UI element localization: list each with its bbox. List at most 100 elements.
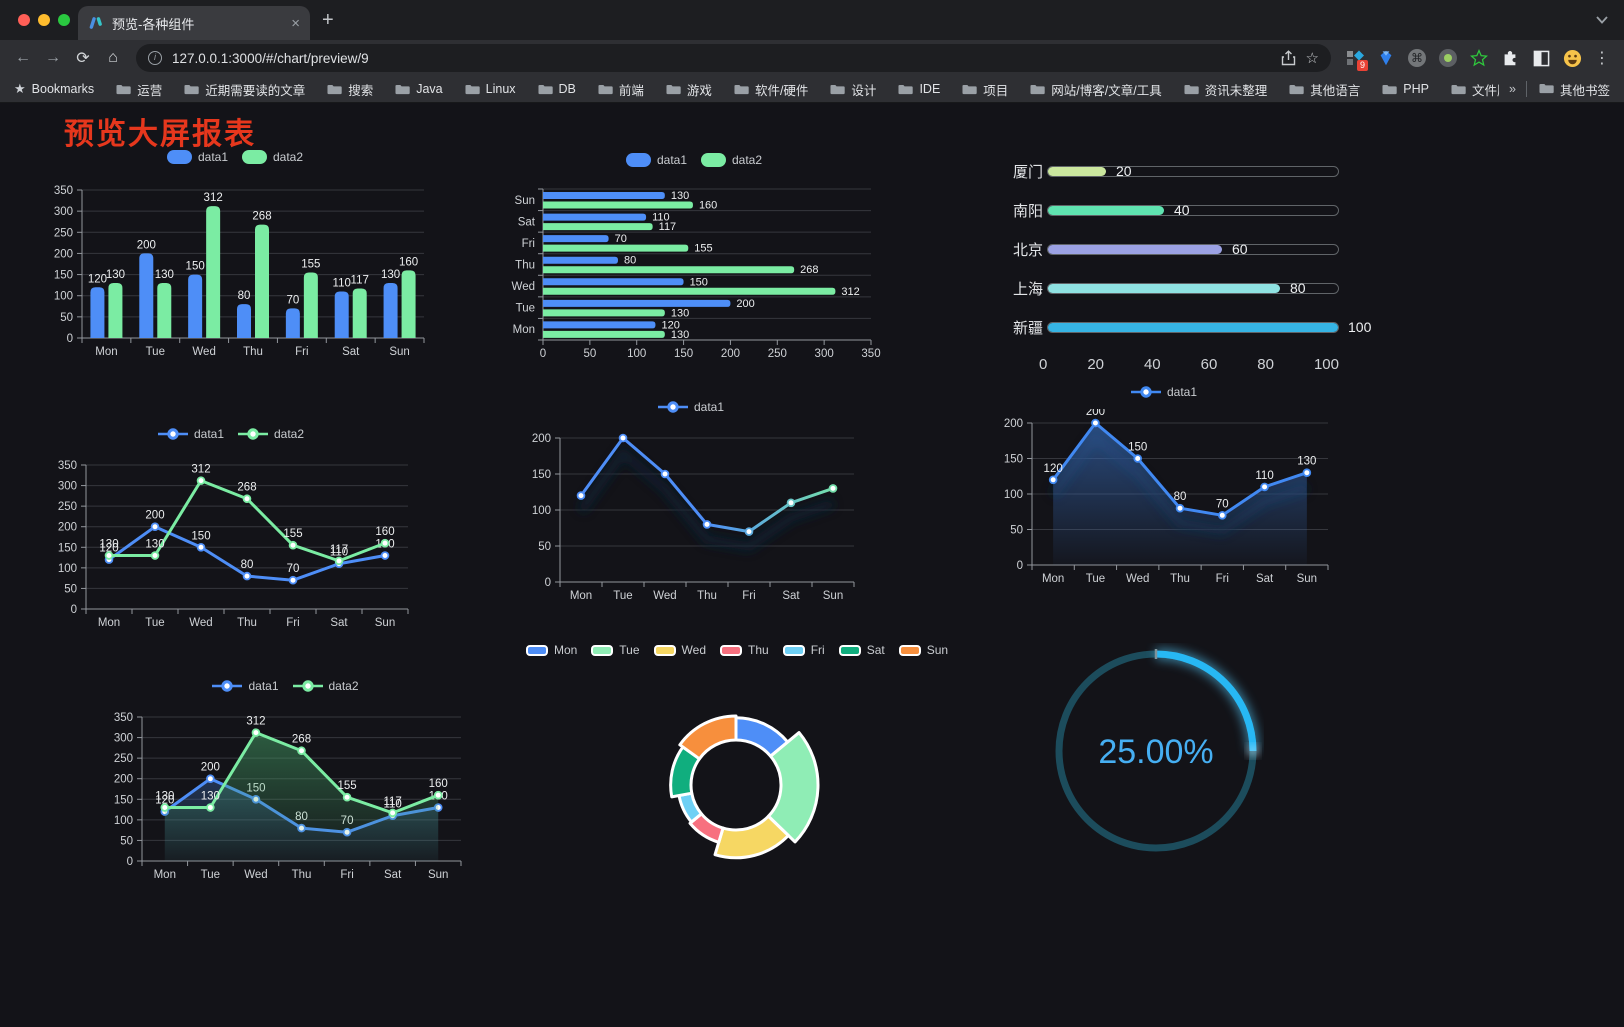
bookmark-folder[interactable]: 其他语言 <box>1289 80 1360 99</box>
bookmark-folder[interactable]: 设计 <box>830 80 876 99</box>
bookmark-folder[interactable]: Linux <box>465 82 516 96</box>
svg-text:300: 300 <box>54 206 73 218</box>
legend-item[interactable]: data1 <box>166 150 228 164</box>
svg-text:200: 200 <box>58 522 77 534</box>
svg-text:110: 110 <box>330 547 348 559</box>
svg-text:80: 80 <box>1174 491 1187 503</box>
legend-item[interactable]: data1 <box>657 400 724 414</box>
svg-text:200: 200 <box>201 762 220 774</box>
legend-item[interactable]: Wed <box>653 643 706 657</box>
bookmarks-manager[interactable]: ★ Bookmarks <box>14 81 95 96</box>
site-info-icon[interactable]: i <box>148 51 162 65</box>
svg-text:Wed: Wed <box>653 590 676 602</box>
svg-text:120: 120 <box>155 795 174 807</box>
svg-text:Mon: Mon <box>570 590 592 602</box>
bookmark-folder[interactable]: 运营 <box>116 80 162 99</box>
legend-item[interactable]: data1 <box>625 153 687 167</box>
reload-button[interactable]: ⟳ <box>76 50 90 67</box>
svg-text:Thu: Thu <box>1170 573 1190 585</box>
bookmark-folder[interactable]: PHP <box>1382 82 1429 96</box>
contrast-extension-icon[interactable] <box>1531 48 1551 68</box>
maximize-window-button[interactable] <box>58 14 70 26</box>
command-extension-icon[interactable]: ⌘ <box>1407 48 1427 68</box>
svg-text:130: 130 <box>201 791 220 803</box>
bookmark-folder[interactable]: 资讯未整理 <box>1184 80 1267 99</box>
bookmark-folder[interactable]: 游戏 <box>666 80 712 99</box>
bookmark-folder[interactable]: 网站/博客/文章/工具 <box>1030 80 1162 99</box>
forward-button[interactable]: → <box>45 49 61 66</box>
progress-row: 新疆 100 <box>1013 319 1372 337</box>
progress-row: 南阳 40 <box>1013 200 1373 220</box>
svg-text:130: 130 <box>1297 456 1316 468</box>
svg-text:Thu: Thu <box>237 617 257 629</box>
bookmarks-overflow-chevron[interactable]: » <box>1509 82 1516 96</box>
legend-item[interactable]: Sat <box>838 643 885 657</box>
bookmark-folder[interactable]: 文件服务器 <box>1451 80 1499 99</box>
svg-text:110: 110 <box>1255 470 1273 482</box>
minimize-window-button[interactable] <box>38 14 50 26</box>
address-bar[interactable]: i 127.0.0.1:3000/#/chart/preview/9 ☆ <box>136 44 1331 72</box>
legend-item[interactable]: data1 <box>212 679 279 693</box>
svg-text:Sat: Sat <box>782 590 800 602</box>
other-bookmarks-folder[interactable]: 其他书签 <box>1539 80 1610 99</box>
bookmark-folder[interactable]: 项目 <box>962 80 1008 99</box>
svg-text:70: 70 <box>287 563 300 575</box>
legend-item[interactable]: data1 <box>157 427 224 441</box>
grid-diamond-extension-icon[interactable]: 9 <box>1345 48 1368 71</box>
legend-item[interactable]: data2 <box>238 427 304 441</box>
chevron-down-icon[interactable] <box>1596 16 1608 24</box>
legend-item[interactable]: Sun <box>898 643 948 657</box>
legend-item[interactable]: Mon <box>525 643 577 657</box>
green-star-extension-icon[interactable] <box>1469 48 1489 68</box>
bookmark-star-icon[interactable]: ☆ <box>1305 50 1319 67</box>
svg-text:130: 130 <box>671 190 689 202</box>
folder-icon <box>666 84 681 95</box>
svg-text:160: 160 <box>375 526 394 538</box>
legend-item[interactable]: data2 <box>292 679 359 693</box>
legend-item[interactable]: Fri <box>782 643 825 657</box>
svg-text:200: 200 <box>1086 409 1105 418</box>
chart-legend: data1 <box>516 398 866 416</box>
browser-menu-icon[interactable]: ⋮ <box>1594 50 1610 67</box>
progress-value: 80 <box>1290 280 1306 296</box>
dot-extension-icon[interactable] <box>1438 48 1458 68</box>
puzzle-extensions-icon[interactable] <box>1500 48 1520 68</box>
gem-extension-icon[interactable] <box>1376 48 1396 68</box>
svg-text:312: 312 <box>191 464 210 476</box>
legend-item[interactable]: data1 <box>1130 385 1197 399</box>
page-content: 预览大屏报表 data1 data2 0 50 100 150 200 250 300 350 Mo… <box>0 103 1624 1027</box>
svg-text:150: 150 <box>532 469 551 481</box>
bookmark-folder[interactable]: 近期需要读的文章 <box>184 80 305 99</box>
svg-text:Sun: Sun <box>389 346 409 358</box>
svg-text:110: 110 <box>333 277 351 289</box>
tab-close-icon[interactable]: × <box>291 14 300 32</box>
close-window-button[interactable] <box>18 14 30 26</box>
bookmark-folder[interactable]: Java <box>395 82 443 96</box>
bookmark-folder[interactable]: DB <box>538 82 576 96</box>
back-button[interactable]: ← <box>15 49 31 66</box>
legend-item[interactable]: Tue <box>591 643 640 657</box>
legend-item[interactable]: Thu <box>720 643 769 657</box>
progress-track: 20 <box>1047 163 1339 179</box>
svg-text:Sat: Sat <box>1256 573 1274 585</box>
share-icon[interactable] <box>1281 50 1296 66</box>
svg-text:200: 200 <box>721 348 740 360</box>
browser-tab[interactable]: 预览-各种组件 × <box>78 6 310 40</box>
svg-text:70: 70 <box>1216 498 1229 510</box>
folder-icon <box>395 84 410 95</box>
emoji-extension-icon[interactable] <box>1562 48 1582 68</box>
svg-text:150: 150 <box>1128 442 1147 454</box>
bookmark-folder[interactable]: 软件/硬件 <box>734 80 808 99</box>
svg-text:50: 50 <box>538 541 551 553</box>
new-tab-button[interactable]: + <box>322 9 334 31</box>
bookmark-folder[interactable]: 前端 <box>598 80 644 99</box>
legend-item[interactable]: data2 <box>242 150 303 164</box>
svg-text:Wed: Wed <box>192 346 215 358</box>
legend-item[interactable]: data2 <box>701 153 762 167</box>
donut-chart-panel: Mon Tue Wed Thu Fri Sat Sun <box>525 641 948 902</box>
bookmark-folder[interactable]: 搜索 <box>327 80 373 99</box>
svg-text:Sun: Sun <box>1297 573 1317 585</box>
bookmark-folder[interactable]: IDE <box>898 82 940 96</box>
home-button[interactable]: ⌂ <box>108 49 118 66</box>
svg-text:150: 150 <box>54 270 73 282</box>
